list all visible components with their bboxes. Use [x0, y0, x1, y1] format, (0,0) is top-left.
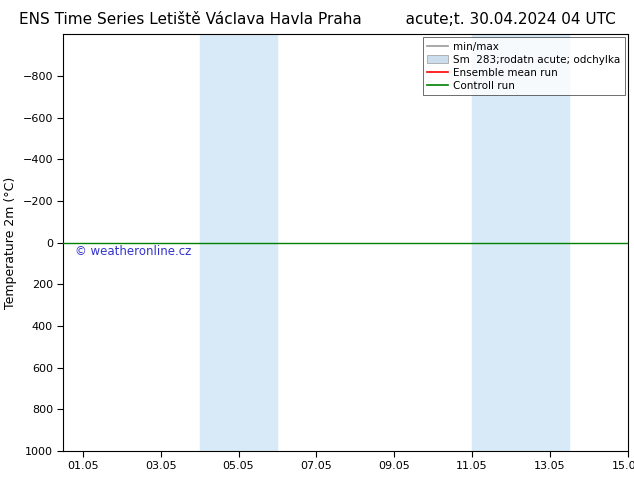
Text: © weatheronline.cz: © weatheronline.cz: [75, 245, 191, 258]
Legend: min/max, Sm  283;rodatn acute; odchylka, Ensemble mean run, Controll run: min/max, Sm 283;rodatn acute; odchylka, …: [423, 37, 624, 95]
Text: ENS Time Series Letiště Václava Havla Praha         acute;t. 30.04.2024 04 UTC: ENS Time Series Letiště Václava Havla Pr…: [18, 12, 616, 27]
Bar: [472, 34, 569, 451]
Bar: [200, 34, 278, 451]
Y-axis label: Temperature 2m (°C): Temperature 2m (°C): [4, 176, 17, 309]
